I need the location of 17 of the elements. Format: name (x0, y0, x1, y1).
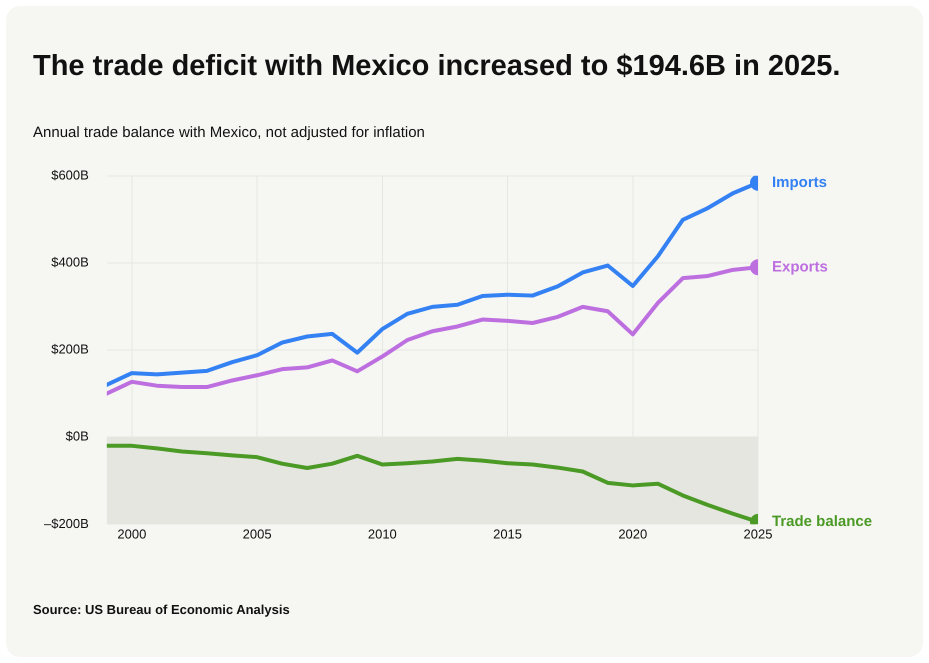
x-tick-label: 2020 (618, 526, 648, 542)
source-note: Source: US Bureau of Economic Analysis (33, 602, 290, 617)
series-label: Trade balance (772, 512, 872, 530)
x-tick-label: 2025 (744, 526, 772, 542)
series-label: Exports (772, 258, 828, 276)
y-tick-label: $400B (51, 254, 89, 270)
x-tick-label: 2015 (493, 526, 522, 542)
y-tick-label: $0B (66, 428, 89, 444)
chart-title: The trade deficit with Mexico increased to $194.6B in 2025. (33, 50, 840, 83)
y-tick-label: $600B (51, 167, 89, 182)
x-tick-label: 2005 (242, 526, 272, 542)
chart-subtitle: Annual trade balance with Mexico, not adjusted for inflation (33, 124, 425, 141)
series-label: Imports (772, 174, 828, 191)
y-tick-label: –$200B (44, 516, 89, 531)
x-tick-label: 2000 (117, 526, 146, 542)
x-tick-label: 2010 (368, 526, 397, 542)
y-tick-label: $200B (51, 342, 89, 357)
